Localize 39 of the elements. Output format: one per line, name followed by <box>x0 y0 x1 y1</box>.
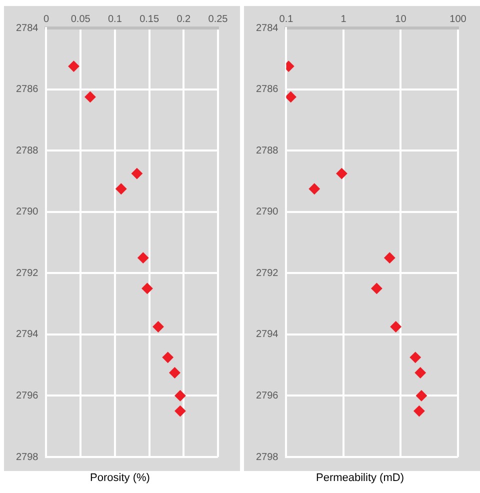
x-tick-label: 1 <box>340 14 347 25</box>
y-tick-label: 2792 <box>16 268 39 279</box>
y-tick-label: 2796 <box>256 390 279 402</box>
y-tick-label: 2786 <box>256 84 279 96</box>
point <box>131 168 142 180</box>
x-tick-label: 0.1 <box>108 14 122 25</box>
y-tick-label: 2798 <box>256 452 279 463</box>
x-tick-label: 100 <box>450 14 467 25</box>
point <box>68 60 80 72</box>
y-tick-label: 2784 <box>256 22 279 34</box>
x-axis-title: Porosity (%) <box>89 472 151 484</box>
point <box>116 183 127 194</box>
y-tick-label: 2792 <box>256 268 279 279</box>
point <box>174 390 186 402</box>
x-tick-label: 0.25 <box>208 14 228 25</box>
point <box>174 406 186 417</box>
y-tick-label: 2784 <box>16 22 39 34</box>
y-tick-label: 2796 <box>16 390 39 402</box>
y-tick-label: 2788 <box>16 145 39 156</box>
x-tick-label: 0 <box>43 14 50 25</box>
x-tick-label: 0.2 <box>176 14 192 25</box>
y-tick-label: 2794 <box>256 329 279 340</box>
point <box>142 282 153 294</box>
point <box>138 252 149 264</box>
point <box>84 91 96 102</box>
x-tick-label: 0.15 <box>140 14 160 25</box>
point <box>162 352 174 363</box>
y-tick-label: 2786 <box>16 84 39 96</box>
x-tick-label: 0.05 <box>70 14 91 25</box>
x-tick-label: 0.1 <box>279 14 294 25</box>
x-tick-label: 10 <box>395 14 407 25</box>
y-tick-label: 2798 <box>16 452 39 463</box>
y-tick-label: 2790 <box>256 206 279 218</box>
y-tick-label: 2790 <box>16 206 39 218</box>
point <box>152 321 164 332</box>
point <box>169 367 180 378</box>
y-tick-label: 2794 <box>16 329 39 340</box>
x-axis-title: Permeability (mD) <box>314 472 405 484</box>
y-tick-label: 2788 <box>256 145 279 156</box>
